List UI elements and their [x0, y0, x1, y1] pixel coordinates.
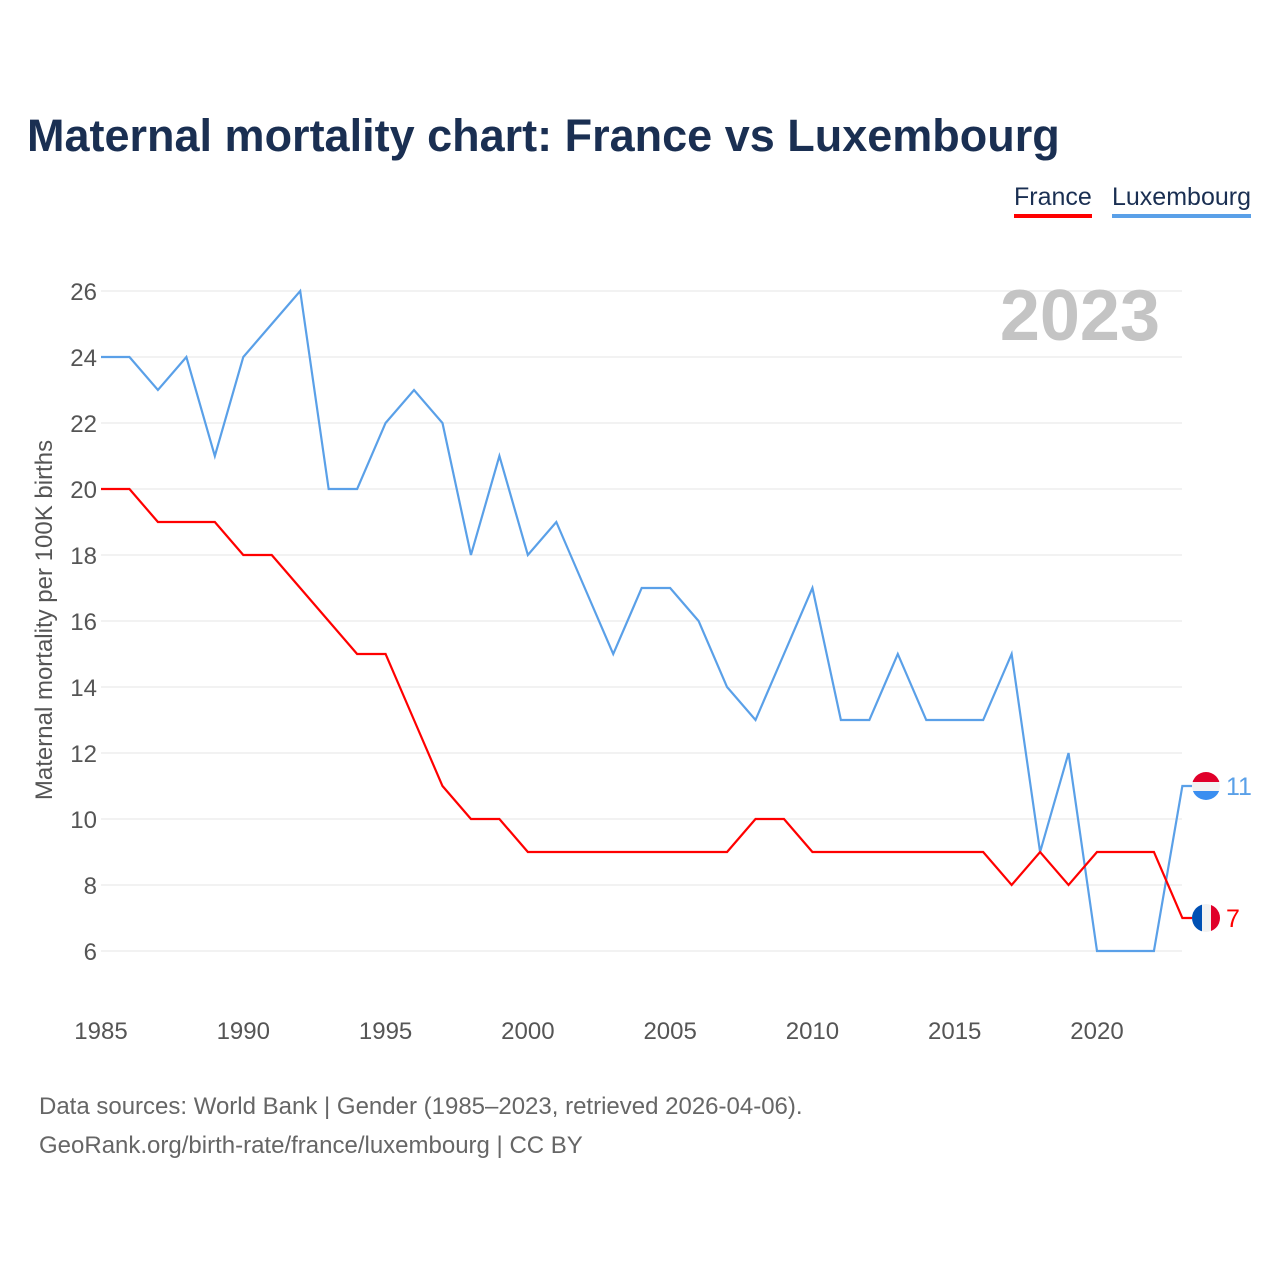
- chart-title: Maternal mortality chart: France vs Luxe…: [27, 110, 1060, 161]
- x-tick-label: 1990: [217, 1018, 270, 1045]
- y-tick-label: 26: [70, 279, 97, 306]
- end-value-label-france: 7: [1226, 905, 1240, 933]
- end-value-label-luxembourg: 11: [1226, 773, 1252, 801]
- x-tick-label: 1985: [74, 1018, 127, 1045]
- x-tick-label: 2000: [501, 1018, 554, 1045]
- y-tick-label: 8: [84, 873, 97, 900]
- y-tick-label: 18: [70, 543, 97, 570]
- luxembourg-flag-icon: [1192, 772, 1220, 800]
- x-tick-label: 2005: [643, 1018, 696, 1045]
- x-tick-label: 2020: [1070, 1018, 1123, 1045]
- series-line-luxembourg: [101, 288, 1192, 953]
- france-flag-icon: [1192, 904, 1220, 932]
- y-tick-label: 20: [70, 477, 97, 504]
- source-line-2[interactable]: GeoRank.org/birth-rate/france/luxembourg…: [39, 1132, 583, 1159]
- legend-luxembourg[interactable]: Luxembourg: [1112, 183, 1251, 218]
- y-tick-label: 16: [70, 609, 97, 636]
- x-tick-label: 2015: [928, 1018, 981, 1045]
- legend-france[interactable]: France: [1014, 183, 1092, 218]
- y-tick-label: 22: [70, 411, 97, 438]
- y-axis-label: Maternal mortality per 100K births: [31, 440, 58, 800]
- x-tick-label: 1995: [359, 1018, 412, 1045]
- y-tick-label: 10: [70, 807, 97, 834]
- x-tick-label: 2010: [786, 1018, 839, 1045]
- y-tick-label: 14: [70, 675, 97, 702]
- source-line-1: Data sources: World Bank | Gender (1985–…: [39, 1093, 803, 1120]
- y-tick-label: 24: [70, 345, 97, 372]
- y-tick-label: 6: [84, 939, 97, 966]
- source-note: Data sources: World Bank | Gender (1985–…: [39, 1087, 803, 1165]
- series-line-france: [101, 487, 1192, 920]
- year-label: 2023: [1000, 276, 1160, 356]
- y-tick-label: 12: [70, 741, 97, 768]
